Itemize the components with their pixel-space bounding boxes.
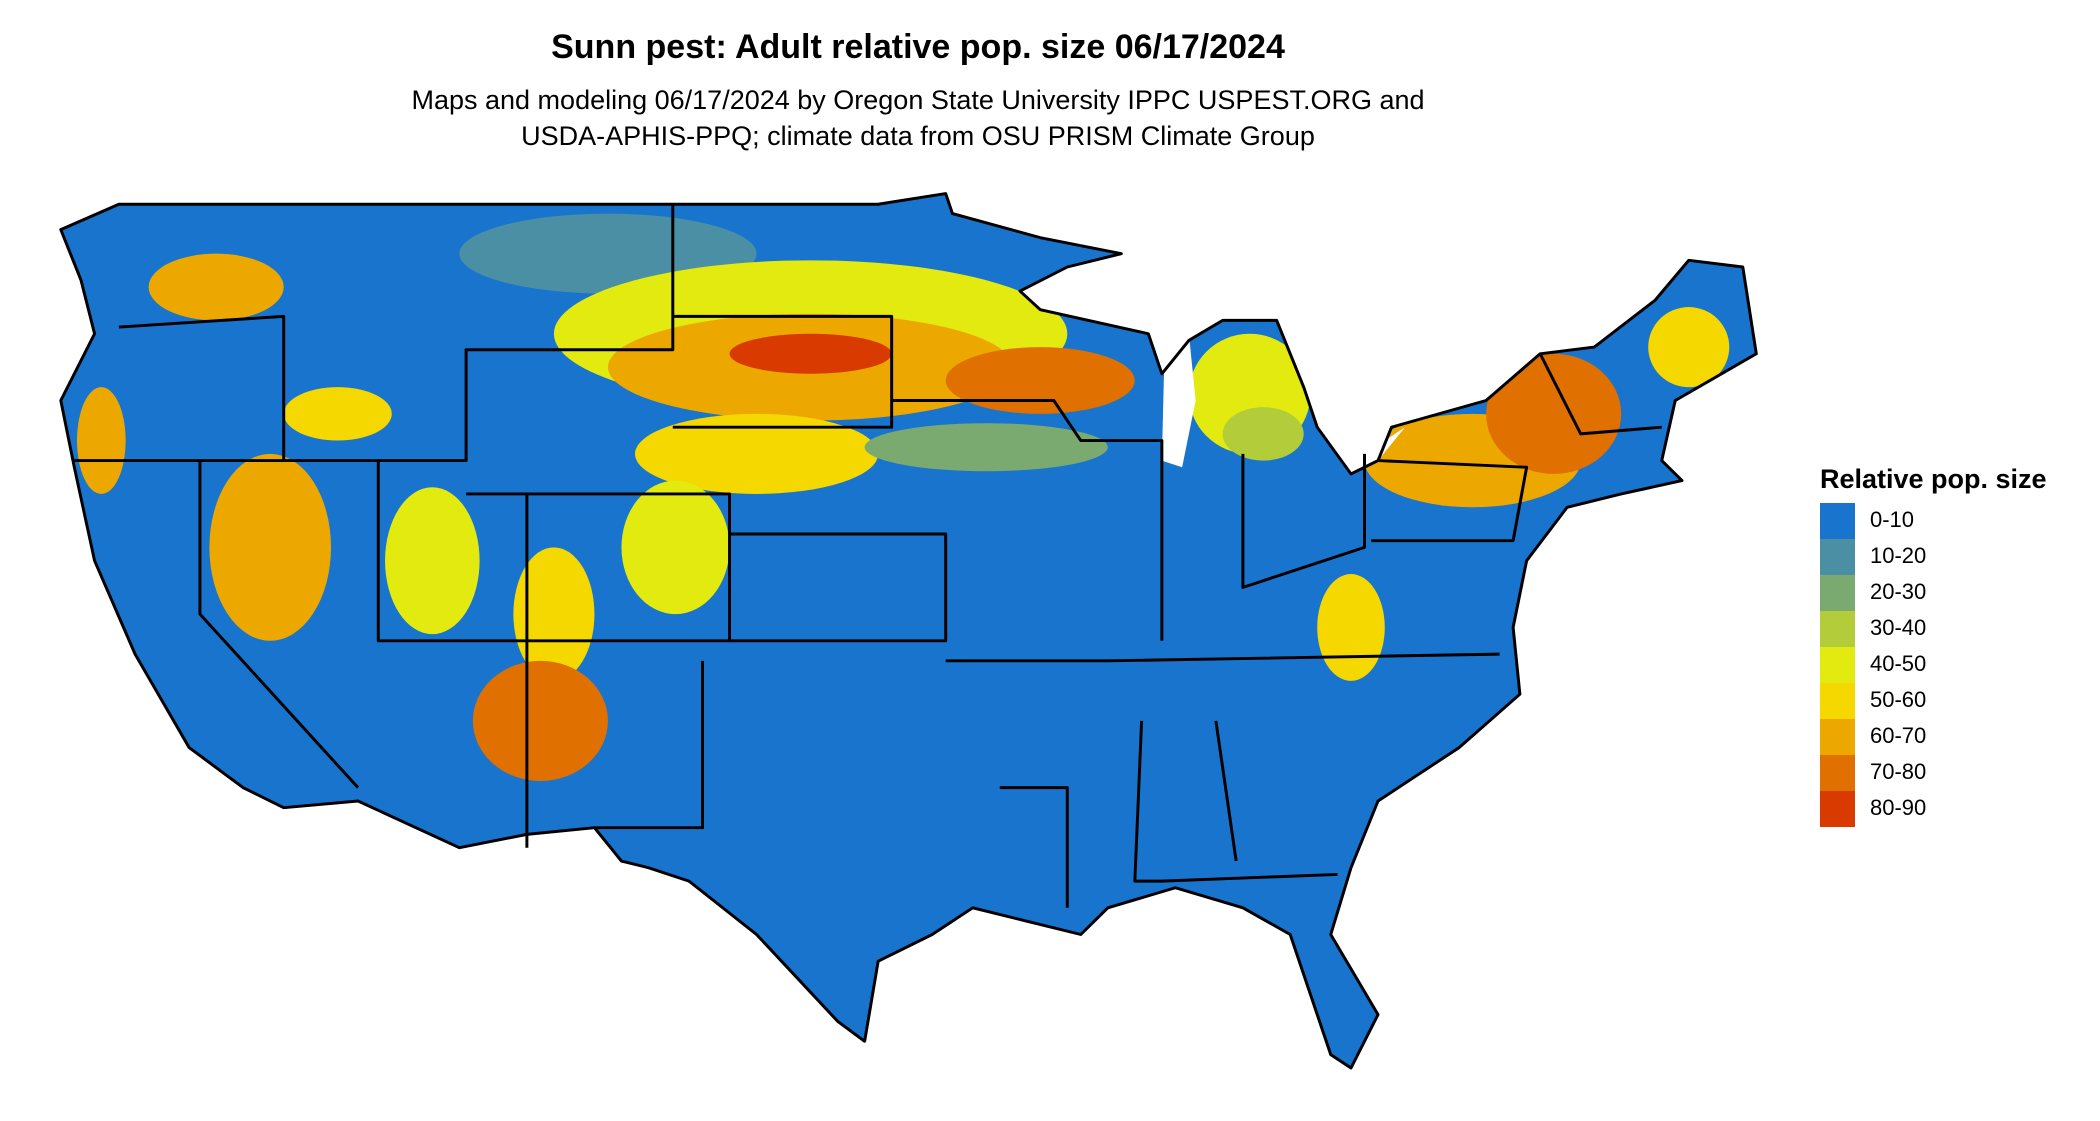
state-border [118,314,286,461]
risk-area [1648,307,1730,388]
map-subtitle: Maps and modeling 06/17/2024 by Oregon S… [411,85,1424,115]
risk-area [148,253,284,321]
legend-swatch [1820,647,1855,683]
legend-label: 40-50 [1870,651,1926,676]
legend-label: 50-60 [1870,687,1926,712]
legend-label: 80-90 [1870,795,1926,820]
legend-swatch [1820,755,1855,791]
risk-area [945,347,1135,414]
us-map [59,192,1758,1070]
state-border [1214,720,1238,862]
legend: 0-10 10-20 20-30 30-40 40-50 50-60 60-70 70-80 8… [1820,503,1926,827]
legend-swatch [1820,683,1855,719]
risk-area [472,660,608,781]
legend-swatch [1820,791,1855,827]
legend-label: 30-40 [1870,615,1926,640]
state-border [891,399,1164,641]
map-title: Sunn pest: Adult relative pop. size 06/1… [551,28,1285,66]
state-border [1133,720,1338,883]
risk-area [513,547,595,681]
risk-area [864,423,1108,472]
map-subtitle: USDA-APHIS-PPQ; climate data from OSU PR… [521,121,1315,151]
risk-area [1486,353,1622,474]
lakes [1026,273,1406,468]
risk-area [621,480,730,615]
risk-area [1317,574,1385,681]
risk-area [729,333,892,374]
lake [1161,333,1196,468]
risk-area [283,387,392,441]
legend-swatch [1820,575,1855,611]
legend-swatch [1820,719,1855,755]
legend-label: 10-20 [1870,543,1926,568]
state-border [74,204,675,463]
state-border [999,786,1069,908]
risk-area [634,413,879,494]
state-border [945,652,1500,663]
state-borders [74,204,1662,908]
risk-area [209,453,331,641]
legend-label: 0-10 [1870,507,1914,532]
legend-title: Relative pop. size [1820,464,2047,494]
state-border [198,460,360,789]
state-border [672,314,894,429]
legend-swatch [1820,539,1855,575]
legend-swatch [1820,503,1855,539]
risk-area [1222,407,1304,461]
state-border [1241,453,1366,589]
legend-label: 60-70 [1870,723,1926,748]
risk-area [385,487,480,635]
risk-areas [77,213,1730,781]
state-border [594,660,705,830]
lake [1026,273,1142,310]
state-border [729,532,948,643]
legend-label: 70-80 [1870,759,1926,784]
legend-label: 20-30 [1870,579,1926,604]
state-border [1371,459,1529,543]
legend-swatch [1820,611,1855,647]
risk-area [77,387,126,494]
state-border [1538,353,1662,436]
